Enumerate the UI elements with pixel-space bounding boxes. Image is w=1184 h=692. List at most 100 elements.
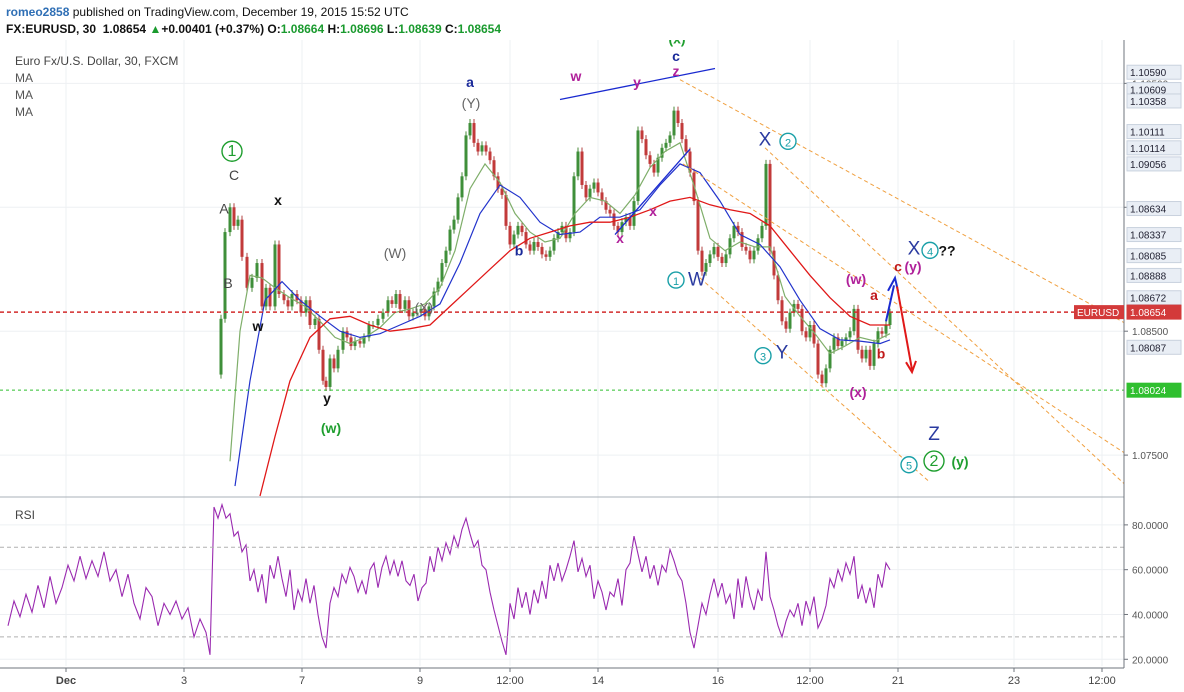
- candle-body: [696, 201, 700, 251]
- candle-body: [616, 225, 620, 233]
- candle-body: [398, 294, 402, 309]
- chart-canvas[interactable]: 1CABxwy(w)(W)(X)a(Y)bwxyx(x)czX21W3Y(w)a…: [0, 40, 1184, 692]
- legend-ma-3: MA: [15, 105, 33, 119]
- candle-body: [448, 229, 452, 251]
- candle-body: [780, 300, 784, 322]
- candle-body: [784, 321, 788, 329]
- candle-body: [760, 225, 764, 239]
- candle-body: [336, 349, 340, 369]
- candle-body: [856, 308, 860, 350]
- candle-body: [648, 155, 652, 164]
- wave-label: c: [894, 259, 902, 275]
- candle-body: [528, 244, 532, 251]
- candle-body: [576, 151, 580, 177]
- wave-label: Y: [776, 342, 789, 363]
- candle-body: [394, 294, 398, 304]
- time-tick-label: 12:00: [1088, 675, 1116, 687]
- candle-body: [524, 232, 528, 245]
- low-value: 1.08639: [398, 22, 442, 36]
- candle-body: [808, 325, 812, 338]
- candle-body: [744, 246, 748, 251]
- candle-body: [496, 176, 500, 189]
- candle-body: [588, 188, 592, 198]
- candle-body: [282, 294, 286, 301]
- candle-body: [444, 250, 448, 264]
- wave-label: (y): [951, 453, 968, 469]
- wave-label: b: [515, 243, 524, 259]
- annotation-layer: 1CABxwy(w)(W)(X)a(Y)bwxyx(x)czX21W3Y(w)a…: [219, 40, 969, 474]
- candle-body: [386, 300, 390, 313]
- time-tick-label: 23: [1008, 675, 1020, 687]
- candle-body: [277, 244, 281, 295]
- candle-body: [415, 312, 419, 315]
- price-label-text: 1.08654: [1130, 308, 1167, 319]
- wave-label: ??: [938, 243, 955, 259]
- wave-label: b: [877, 345, 886, 361]
- candle-body: [644, 139, 648, 156]
- publish-line: romeo2858 published on TradingView.com, …: [6, 5, 409, 19]
- candle-body: [324, 380, 328, 387]
- candle-body: [596, 182, 600, 193]
- candle-body: [604, 201, 608, 210]
- price-label-box: [1126, 339, 1182, 355]
- candle-body: [664, 142, 668, 148]
- channel-upper-dashed: [679, 79, 1125, 323]
- candle-body: [290, 294, 294, 307]
- candle-body: [376, 318, 380, 325]
- candle-body: [556, 232, 560, 239]
- candle-body: [321, 349, 325, 381]
- candle-body: [752, 250, 756, 260]
- username-link[interactable]: romeo2858: [6, 5, 70, 19]
- candle-body: [628, 217, 632, 226]
- candle-body: [456, 197, 460, 220]
- price-label-text: 1.10590: [1130, 68, 1167, 79]
- candle-body: [764, 163, 768, 226]
- candle-body: [816, 343, 820, 375]
- candle-body: [580, 151, 584, 185]
- wave-label: 1: [228, 143, 237, 160]
- candle-body: [876, 331, 880, 344]
- time-axis-bg: [0, 668, 1184, 692]
- wave-circle-marker: [221, 140, 243, 162]
- candle-body: [796, 303, 800, 309]
- price-label-text: 1.08888: [1130, 271, 1167, 282]
- series-layer: [7, 106, 892, 655]
- candle-body: [299, 300, 303, 313]
- candle-body: [255, 263, 259, 278]
- candle-body: [732, 225, 736, 239]
- wave-label: B: [223, 275, 232, 291]
- candle-body: [345, 331, 349, 338]
- price-label-text: 1.09056: [1130, 160, 1167, 171]
- candle-body: [500, 188, 504, 195]
- rsi-tick-label: 60.0000: [1132, 566, 1169, 577]
- wave-label: 2: [930, 453, 939, 470]
- candle-body: [353, 341, 357, 347]
- candle-body: [592, 182, 596, 189]
- price-label-box: [1126, 156, 1182, 172]
- candle-body: [349, 337, 353, 347]
- candle-body: [640, 130, 644, 140]
- candle-body: [840, 341, 844, 347]
- candle-body: [313, 318, 317, 325]
- candle-body: [480, 145, 484, 152]
- candle-body: [268, 287, 272, 307]
- candle-body: [652, 163, 656, 173]
- wave-label: 1: [673, 276, 679, 288]
- symbol-tag-text: EURUSD: [1077, 308, 1119, 319]
- candle-body: [676, 110, 680, 124]
- wave-label: (W): [384, 245, 407, 261]
- candle-body: [860, 349, 864, 359]
- candle-body: [362, 337, 366, 344]
- candle-body: [304, 300, 308, 313]
- candle-body: [520, 225, 524, 233]
- candle-body: [824, 368, 828, 384]
- price-label-box: [1126, 140, 1182, 156]
- candle-body: [740, 232, 744, 247]
- price-tick-label: 1.08500: [1132, 327, 1169, 338]
- high-value: 1.08696: [340, 22, 384, 36]
- candle-body: [800, 308, 804, 332]
- candle-body: [245, 256, 249, 288]
- wave-label: X: [908, 238, 921, 259]
- chart-header: romeo2858 published on TradingView.com, …: [0, 0, 1184, 41]
- wave-circle-marker: [923, 450, 945, 472]
